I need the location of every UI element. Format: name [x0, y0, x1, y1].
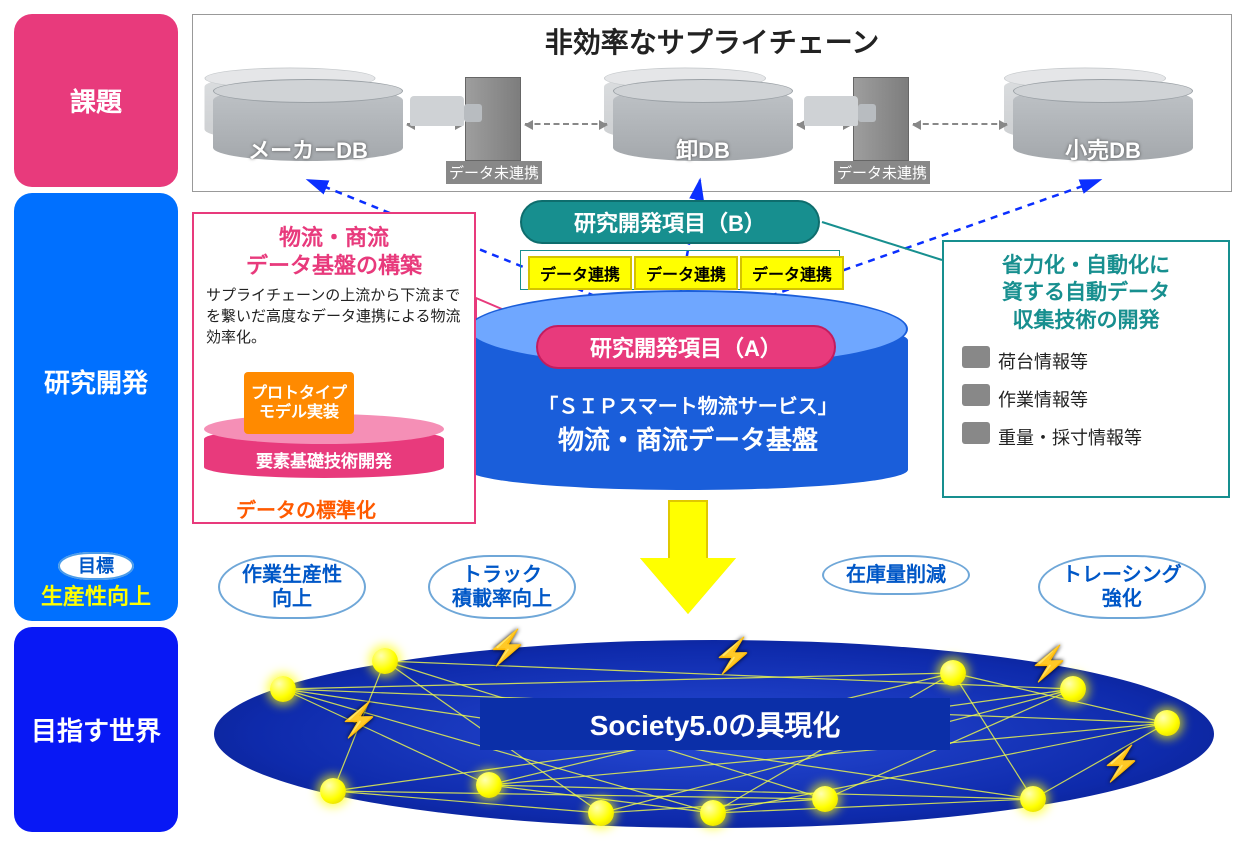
network-node-icon — [372, 648, 398, 674]
pill-item-a-label: 研究開発項目（A） — [590, 331, 782, 363]
db-label: 卸DB — [613, 133, 793, 165]
network-node-icon — [270, 676, 296, 702]
data-link-chip: データ連携 — [528, 256, 632, 290]
lightning-icon: ⚡ — [712, 636, 754, 676]
pink-cyl-label: 要素基礎技術開発 — [204, 447, 444, 472]
truck-icon — [410, 96, 464, 126]
tab-kenkyu: 研究開発 目標 生産性向上 — [14, 193, 178, 621]
goal-cloud: トラック積載率向上 — [428, 555, 576, 619]
db-cylinder: 小売DB — [1013, 87, 1193, 161]
society-banner: Society5.0の具現化 — [480, 698, 950, 750]
tab-kenkyu-label: 研究開発 — [44, 363, 148, 400]
proto-box: プロトタイプモデル実装 — [244, 372, 354, 434]
lightning-icon: ⚡ — [1100, 744, 1142, 784]
db-cylinder: メーカーDB — [213, 87, 403, 161]
rightbox: 省力化・自動化に資する自動データ収集技術の開発 荷台情報等作業情報等重量・採寸情… — [942, 240, 1230, 498]
lightning-icon: ⚡ — [1028, 644, 1070, 684]
network-node-icon — [476, 772, 502, 798]
big-cyl-sub2: 物流・商流データ基盤 — [468, 420, 908, 457]
pill-item-a: 研究開発項目（A） — [536, 325, 836, 369]
db-cylinder: 卸DB — [613, 87, 793, 161]
network-node-icon — [700, 800, 726, 826]
data-link-chip: データ連携 — [634, 256, 738, 290]
tab-mezasu: 目指す世界 — [14, 627, 178, 832]
rightbox-title: 省力化・自動化に資する自動データ収集技術の開発 — [954, 252, 1218, 334]
wall-label: データ未連携 — [446, 161, 542, 184]
goal-cloud: 作業生産性向上 — [218, 555, 366, 619]
goal-badge-label: 目標 — [58, 552, 134, 580]
big-cylinder: 「ＳＩＰスマート物流サービス」 物流・商流データ基盤 — [468, 290, 908, 490]
top-title: 非効率なサプライチェーン — [193, 21, 1231, 61]
goal-text: 生産性向上 — [14, 579, 178, 611]
society-banner-label: Society5.0の具現化 — [590, 704, 841, 744]
network-node-icon — [320, 778, 346, 804]
dash-arrow — [913, 123, 1007, 125]
pill-item-b: 研究開発項目（B） — [520, 200, 820, 244]
tab-mezasu-label: 目指す世界 — [31, 711, 161, 748]
leftbox-body: サプライチェーンの上流から下流までを繋いだ高度なデータ連携による物流効率化。 — [206, 285, 462, 348]
goal-cloud: トレーシング強化 — [1038, 555, 1206, 619]
db-label: メーカーDB — [213, 133, 403, 165]
goals-row: 作業生産性向上トラック積載率向上 在庫量削減 トレーシング強化 — [192, 555, 1232, 621]
sidebar: 課題 研究開発 目標 生産性向上 目指す世界 — [14, 14, 178, 832]
goal-cloud: 在庫量削減 — [822, 555, 970, 595]
orange-label: データの標準化 — [236, 494, 376, 523]
network-node-icon — [588, 800, 614, 826]
data-link-chip: データ連携 — [740, 256, 844, 290]
wall-label: データ未連携 — [834, 161, 930, 184]
db-label: 小売DB — [1013, 133, 1193, 165]
rightbox-item: 作業情報等 — [998, 386, 1218, 412]
pill-item-b-label: 研究開発項目（B） — [574, 206, 766, 238]
truck-icon — [804, 96, 858, 126]
big-cyl-sub1: 「ＳＩＰスマート物流サービス」 — [468, 390, 908, 419]
dash-arrow — [525, 123, 607, 125]
tab-kadai-label: 課題 — [70, 82, 122, 119]
network-node-icon — [1154, 710, 1180, 736]
rightbox-item: 重量・採寸情報等 — [998, 424, 1218, 450]
top-panel: 非効率なサプライチェーン メーカーDB 卸DB 小売DB データ未連携 データ未連携 — [192, 14, 1232, 192]
lightning-icon: ⚡ — [338, 700, 380, 740]
tab-kadai: 課題 — [14, 14, 178, 187]
network-node-icon — [812, 786, 838, 812]
leftbox-title: 物流・商流データ基盤の構築 — [206, 224, 462, 279]
network-node-icon — [1020, 786, 1046, 812]
rightbox-item: 荷台情報等 — [998, 348, 1218, 374]
network-node-icon — [940, 660, 966, 686]
goal-badge: 目標 — [58, 548, 134, 579]
lightning-icon: ⚡ — [486, 628, 528, 668]
